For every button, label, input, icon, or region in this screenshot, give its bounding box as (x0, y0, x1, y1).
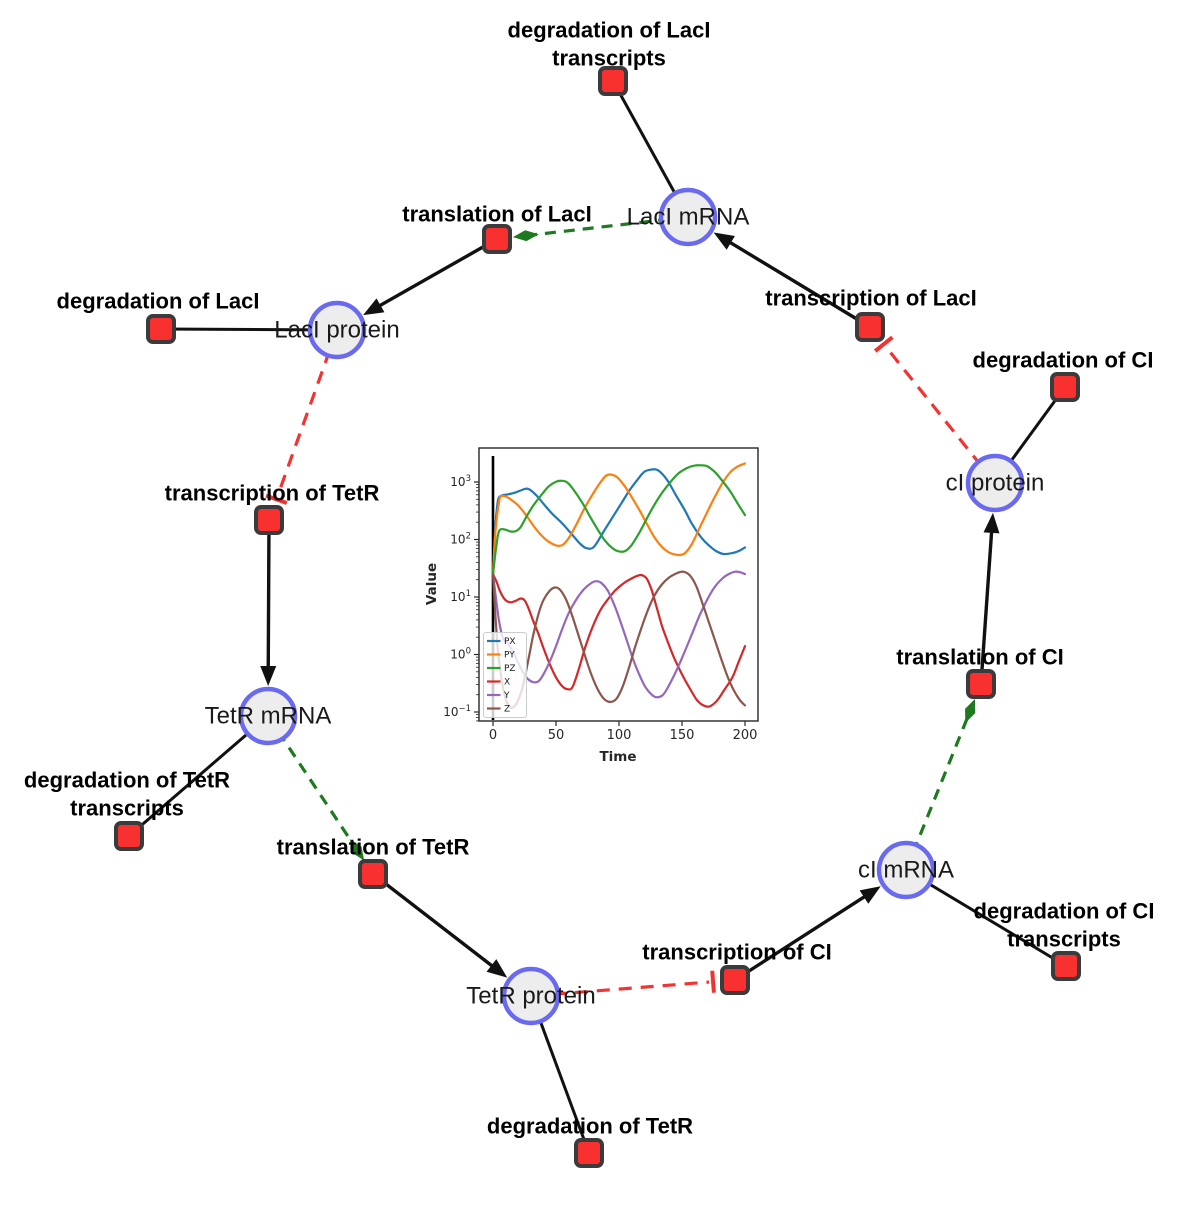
series-PZ (491, 464, 747, 576)
legend: PX PY PZ XYZ (483, 632, 527, 718)
edge-ci_mrna-deg_ci_tx (905, 868, 1067, 968)
species-node-ci_mrna[interactable] (876, 840, 936, 900)
reaction-label-deg_tetr_tx: transcripts (70, 796, 184, 821)
reaction-label-transl_tetr: translation of TetR (277, 835, 470, 860)
series-X (491, 573, 747, 708)
reaction-label-deg_ci_tx: transcripts (1007, 927, 1121, 952)
reaction-node-transl_ci[interactable] (966, 669, 996, 699)
species-label-laci_mrna: LacI mRNA (627, 204, 750, 231)
species-label-tetr_protein: TetR protein (466, 983, 595, 1010)
edge-txn_ci-ci_mrna (734, 886, 881, 982)
y-axis-label: Value (424, 563, 440, 605)
inhibition-tee-icon (710, 970, 716, 993)
reaction-node-txn_laci[interactable] (855, 312, 885, 342)
reaction-node-deg_laci[interactable] (146, 314, 176, 344)
product-arrow-line (979, 529, 994, 685)
reaction-label-deg_laci_tx: transcripts (552, 46, 666, 71)
species-node-tetr_protein[interactable] (501, 966, 561, 1026)
species-node-laci_protein[interactable] (307, 300, 367, 360)
legend-label-Y: Y (503, 691, 510, 701)
reaction-node-deg_ci[interactable] (1050, 372, 1080, 402)
legend-label-PY: PY (504, 651, 515, 661)
series-PX (491, 468, 747, 576)
species-node-laci_mrna[interactable] (658, 187, 718, 247)
product-arrow-line (266, 519, 271, 670)
reaction-label-deg_ci: degradation of CI (973, 348, 1154, 373)
reaction-node-transl_tetr[interactable] (358, 859, 388, 889)
reaction-label-txn_ci: transcription of CI (642, 940, 831, 965)
species-label-ci_mrna: cI mRNA (858, 857, 954, 884)
species-layer (238, 187, 1025, 1026)
reaction-node-txn_tetr[interactable] (254, 505, 284, 535)
edge-transl_tetr-tetr_protein (371, 872, 508, 978)
modifier-diamond-icon (512, 230, 539, 242)
product-arrow-line (377, 237, 498, 309)
legend-label-Z: Z (504, 705, 510, 715)
edge-txn_laci-laci_mrna (713, 232, 871, 329)
reaction-label-deg_tetr: degradation of TetR (487, 1114, 693, 1139)
reaction-label-deg_laci: degradation of LacI (57, 289, 260, 314)
x-tick-label: 50 (548, 728, 565, 743)
reaction-label-deg_tetr_tx: degradation of TetR (24, 768, 230, 793)
reaction-node-txn_ci[interactable] (720, 965, 750, 995)
reaction-node-deg_tetr_tx[interactable] (114, 821, 144, 851)
legend-label-PZ: PZ (504, 664, 516, 674)
edge-laci_protein-deg_laci (160, 327, 338, 332)
reaction-label-txn_tetr: transcription of TetR (165, 481, 380, 506)
species-label-laci_protein: LacI protein (274, 317, 399, 344)
x-axis-label: Time (599, 749, 636, 765)
edge-txn_tetr-tetr_mrna (260, 519, 277, 687)
reaction-node-deg_ci_tx[interactable] (1051, 951, 1081, 981)
modifier-diamond-icon (965, 698, 976, 723)
x-tick-label: 200 (733, 728, 758, 743)
reaction-layer (114, 66, 1081, 1168)
species-node-ci_protein[interactable] (965, 453, 1025, 513)
edge-laci_protein-txn_tetr (265, 329, 339, 505)
simulation-plot: 0 50 100 150 20010310210110010−1TimeValuePXP… (417, 436, 776, 771)
reaction-node-deg_laci_tx[interactable] (598, 66, 628, 96)
legend-label-X: X (504, 678, 510, 688)
reaction-node-transl_laci[interactable] (482, 224, 512, 254)
species-node-tetr_mrna[interactable] (238, 686, 298, 746)
edge-transl_laci-laci_protein (363, 237, 498, 316)
reaction-label-transl_laci: translation of LacI (402, 202, 591, 227)
inhibition-tee-icon (265, 493, 288, 505)
legend-label-PX: PX (504, 637, 516, 647)
species-label-ci_protein: cI protein (946, 470, 1045, 497)
x-tick-label: 100 (607, 728, 632, 743)
species-label-tetr_mrna: TetR mRNA (205, 703, 332, 730)
modifier-diamond-icon (349, 839, 365, 861)
edge-tetr_protein-txn_ci (530, 970, 716, 998)
product-arrow-line (734, 893, 868, 982)
inhibition-tee-icon (873, 335, 894, 353)
edge-transl_ci-ci_protein (979, 512, 1000, 685)
product-arrow-line (371, 872, 495, 969)
product-arrow-line (727, 239, 871, 329)
x-tick-label: 0 (489, 728, 497, 743)
series-PY (491, 462, 747, 576)
reaction-node-deg_tetr[interactable] (574, 1138, 604, 1168)
reaction-label-txn_laci: transcription of LacI (765, 286, 976, 311)
x-tick-label: 150 (670, 728, 695, 743)
edge-tetr_mrna-deg_tetr_tx (128, 714, 269, 838)
label-layer: LacI mRNA LacI protein TetR mRNA TetR prote… (24, 18, 1155, 1139)
reaction-label-deg_laci_tx: degradation of LacI (508, 18, 711, 43)
reaction-label-deg_ci_tx: degradation of CI (974, 899, 1155, 924)
reaction-label-transl_ci: translation of CI (896, 645, 1063, 670)
